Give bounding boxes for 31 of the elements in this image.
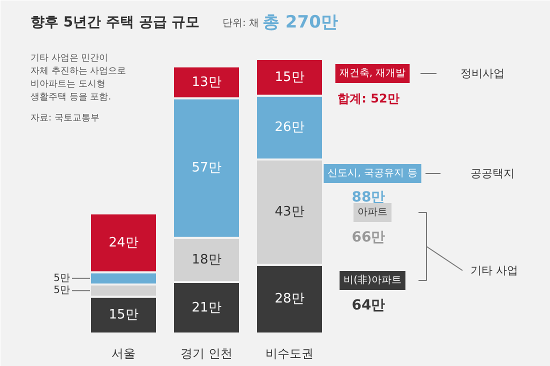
- data-label: 5만: [54, 272, 70, 284]
- data-label: 24만: [108, 235, 138, 250]
- text: 정비사업: [460, 67, 504, 80]
- data-label: 57만: [192, 160, 222, 176]
- data-label: 15만: [274, 70, 304, 85]
- data-label: 28만: [274, 292, 304, 307]
- annotation: 자료: 국토교통부: [30, 114, 100, 124]
- text: 기타 사업: [470, 264, 518, 277]
- text: 비(非)아파트: [344, 274, 402, 286]
- data-label: 43만: [274, 204, 304, 220]
- text: 공공택지: [470, 167, 514, 180]
- data-label: 15만: [108, 308, 138, 323]
- chart-subtitle: 단위: 채: [222, 18, 260, 29]
- x-tick-label: 비수도권: [266, 346, 314, 360]
- data-label: 26만: [274, 120, 304, 136]
- series-label: 재건축, 재개발: [339, 68, 406, 79]
- text: 아파트: [358, 207, 388, 218]
- text: 합계: 52만: [338, 92, 400, 106]
- text: 88만: [352, 190, 386, 206]
- data-label: 18만: [192, 252, 222, 268]
- data-label: 5만: [54, 285, 70, 296]
- annotation: 기타 사업은 민간이 자체 추진하는 사업으로 비아파트는 도시형 생활주택 등을 포함.: [30, 54, 126, 102]
- x-tick-label: 경기 인천: [180, 346, 232, 360]
- chart-title: 향후 5년간 주택 공급 규모: [30, 14, 200, 30]
- series-label: 신도시, 국공유지 등: [328, 168, 418, 179]
- data-label: 21만: [192, 300, 222, 316]
- text: 총 270만: [262, 12, 338, 32]
- data-label: 13만: [192, 74, 222, 90]
- text: 66만: [352, 230, 386, 246]
- text: 64만: [352, 298, 386, 314]
- x-tick-label: 서울: [112, 346, 136, 360]
